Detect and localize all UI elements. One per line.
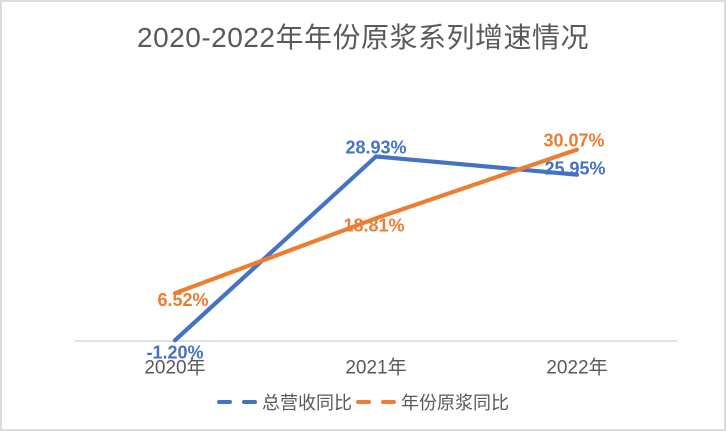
x-axis-label: 2022年 [546,357,607,379]
series-1-point-label: 30.07% [543,131,604,151]
x-axis-label: 2021年 [345,357,406,379]
series-1-point-label: 18.81% [343,215,404,235]
chart-legend: 总营收同比 年份原浆同比 [2,389,724,415]
legend-dash [356,400,371,404]
legend-dash [381,400,396,404]
x-axis-label: 2020年 [144,357,205,379]
series-1-line [172,147,580,296]
series-0-point-label: -1.20% [146,342,203,362]
legend-item-0: 总营收同比 [217,389,352,415]
legend-dashed-line-icon [217,400,257,404]
legend-item-1: 年份原浆同比 [356,389,509,415]
legend-dash [242,400,257,404]
series-0-point-label: 25.95% [544,159,605,179]
legend-label: 年份原浆同比 [401,393,509,413]
legend-label: 总营收同比 [262,393,352,413]
series-1-point-label: 6.52% [157,290,208,310]
series-0-line [172,154,580,343]
series-0-point-label: 28.93% [345,138,406,158]
legend-dashed-line-icon [356,400,396,404]
chart-title: 2020-2022年年份原浆系列增速情况 [137,22,589,53]
legend-dash [217,400,232,404]
